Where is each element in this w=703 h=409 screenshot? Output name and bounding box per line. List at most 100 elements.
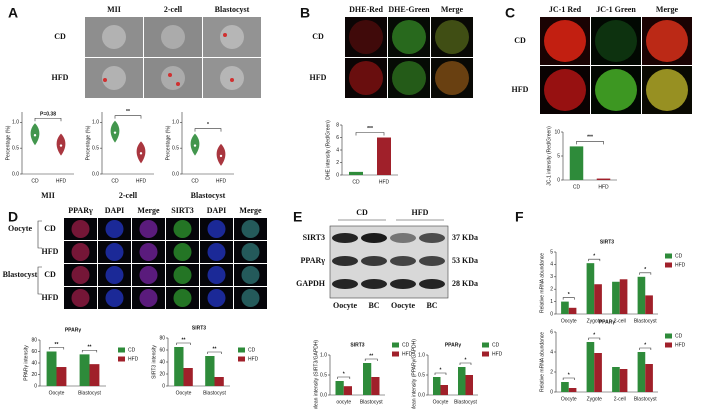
legend-swatch xyxy=(118,347,125,353)
median xyxy=(113,131,117,134)
sig-bracket xyxy=(639,347,652,350)
legend-swatch xyxy=(665,253,672,259)
bar xyxy=(645,295,653,314)
chart-title: SIRT3 xyxy=(192,325,206,331)
significance: *** xyxy=(587,135,593,141)
cell-signal xyxy=(71,289,90,307)
cell-signal xyxy=(207,289,226,307)
y-tick-label: 0.0 xyxy=(172,171,179,177)
row-label: HFD xyxy=(42,247,59,256)
significance: ** xyxy=(126,109,130,115)
cell-signal xyxy=(105,243,124,261)
column-header: Merge xyxy=(441,5,464,14)
cell-signal xyxy=(349,61,383,95)
blot-row-label: GAPDH xyxy=(296,279,326,288)
row-label: CD xyxy=(44,270,56,279)
y-tick-label: 5 xyxy=(557,153,560,159)
y-tick-label: 0 xyxy=(336,172,339,178)
bracket xyxy=(37,266,42,295)
y-tick-label: 0.0 xyxy=(418,392,425,398)
x-tick-label: Oocyte xyxy=(176,390,192,396)
y-tick-label: 4 xyxy=(336,147,339,153)
cell-signal xyxy=(241,289,260,307)
cell-signal xyxy=(392,20,426,54)
bar xyxy=(56,367,67,386)
x-tick-label: Blastocyst xyxy=(454,399,477,405)
panel-label: A xyxy=(8,5,18,21)
bar xyxy=(205,356,215,386)
y-tick-label: 60 xyxy=(31,349,37,355)
bar xyxy=(586,342,595,392)
x-axis-label: Blastocyst xyxy=(191,191,226,200)
blot-size: 53 KDa xyxy=(452,256,478,265)
cell-signal xyxy=(646,69,688,111)
significance: * xyxy=(440,367,442,373)
y-axis-label: DHE intensity (Red/Green) xyxy=(325,120,331,180)
y-tick-label: 1.0 xyxy=(12,120,19,126)
y-tick-label: 0.0 xyxy=(92,171,99,177)
blot-row-label: SIRT3 xyxy=(303,233,325,242)
band xyxy=(419,233,445,243)
y-tick-label: 40 xyxy=(159,359,165,365)
bar xyxy=(377,137,391,175)
y-axis-label: PPARγ intensity xyxy=(23,345,29,381)
x-tick-label: Blastocyst xyxy=(203,390,226,396)
band xyxy=(419,279,445,289)
cell-signal xyxy=(435,61,469,95)
cell-signal xyxy=(544,20,586,62)
median xyxy=(139,152,143,155)
marker xyxy=(168,73,172,77)
y-tick-label: 80 xyxy=(31,337,37,343)
sig-bracket xyxy=(562,297,575,300)
x-tick-label: HFD xyxy=(379,179,390,185)
cell-signal xyxy=(139,243,158,261)
column-header: JC-1 Red xyxy=(549,5,582,14)
x-axis-label: MII xyxy=(41,191,55,200)
bar xyxy=(619,279,628,314)
column-header: PPARγ xyxy=(68,206,93,215)
bar xyxy=(343,386,352,395)
column-header: 2-cell xyxy=(164,5,183,14)
cell-signal xyxy=(105,220,124,238)
cell-signal xyxy=(349,20,383,54)
y-axis-label: Relative mRNA abundance xyxy=(539,253,545,313)
y-axis-label: Percentage (%) xyxy=(85,125,91,160)
blot-size: 28 KDa xyxy=(452,279,478,288)
cell-signal xyxy=(173,289,192,307)
x-tick-label: CD xyxy=(573,184,581,190)
legend-label: CD xyxy=(128,347,136,353)
y-tick-label: 0.5 xyxy=(12,145,19,151)
cell-signal xyxy=(71,243,90,261)
bar xyxy=(433,377,441,395)
cell-signal xyxy=(161,25,185,49)
cell-signal xyxy=(207,243,226,261)
band xyxy=(361,233,387,243)
median xyxy=(193,144,197,147)
bar xyxy=(568,388,577,392)
column-header: Merge xyxy=(239,206,262,215)
panel-label: C xyxy=(505,5,515,21)
y-tick-label: 2 xyxy=(336,160,339,166)
marker xyxy=(230,78,234,82)
bar xyxy=(568,307,577,314)
significance: ** xyxy=(369,353,373,359)
significance: * xyxy=(644,267,646,273)
row-label: HFD xyxy=(310,73,327,82)
x-tick-label: CD xyxy=(31,178,39,184)
chart-title: PPARγ xyxy=(445,342,462,348)
y-axis-label: Mean intensity (PPARγ/GAPDH) xyxy=(411,339,417,409)
bar xyxy=(594,353,602,392)
legend-label: CD xyxy=(248,347,256,353)
bar xyxy=(612,367,620,392)
legend-label: HFD xyxy=(675,262,686,268)
y-axis-label: Percentage (%) xyxy=(165,125,171,160)
cell-signal xyxy=(595,20,637,62)
chart-title: PPARγ xyxy=(65,327,82,333)
y-tick-label: 0 xyxy=(550,311,553,317)
cell-signal xyxy=(207,266,226,284)
y-tick-label: 3 xyxy=(550,274,553,280)
bar xyxy=(371,377,380,395)
column-header: Merge xyxy=(137,206,160,215)
cell-signal xyxy=(220,25,244,49)
